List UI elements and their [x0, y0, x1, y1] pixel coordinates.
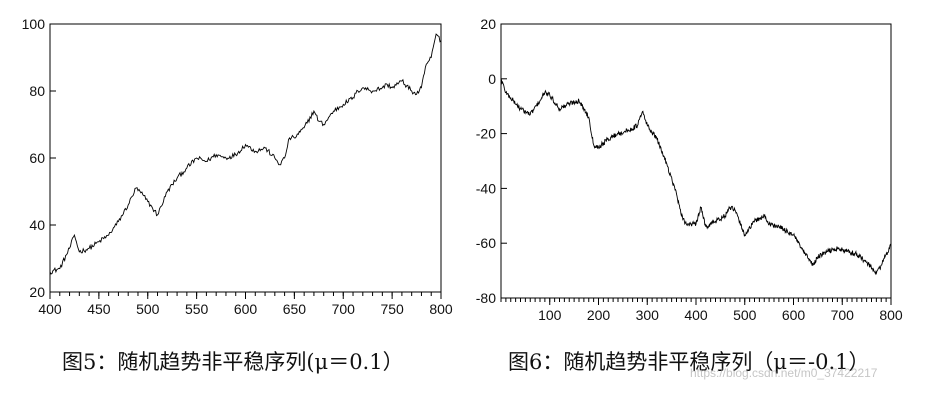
chart-fig5: 20 40 60 80 100 400 450 500 550 600 650 700 750 800 — [22, 16, 453, 317]
x-tick-label: 600 — [234, 301, 258, 317]
x-tick-label: 550 — [185, 301, 209, 317]
y-tick-label: -60 — [476, 235, 496, 251]
y-tick-label: 0 — [488, 71, 496, 87]
x-tick-label: 200 — [587, 307, 611, 323]
x-tick-label: 400 — [684, 307, 708, 323]
x-tick-label: 400 — [38, 301, 62, 317]
y-tick-label: 40 — [29, 217, 45, 233]
y-tick-label: -20 — [476, 126, 496, 142]
x-tick-label: 750 — [380, 301, 404, 317]
plot-frame-1 — [49, 23, 442, 293]
watermark: https://blog.csdn.net/m0_37422217 — [690, 366, 878, 380]
x-tick-label: 500 — [136, 301, 160, 317]
x-tick-label: 500 — [733, 307, 757, 323]
series-line-1 — [49, 33, 442, 275]
y-tick-label: 100 — [22, 16, 46, 32]
x-tick-label: 800 — [429, 301, 453, 317]
caption-fig5: 图5：随机趋势非平稳序列(μ＝0.1） — [62, 350, 404, 374]
x-tick-label: 600 — [782, 307, 806, 323]
x-tick-label: 700 — [332, 301, 356, 317]
y-tick-label: 60 — [29, 150, 45, 166]
x-tick-label: 450 — [87, 301, 111, 317]
charts-canvas: 20 40 60 80 100 400 450 500 550 600 650 700 750 800 2… — [22, 16, 903, 323]
x-tick-label: 800 — [879, 307, 903, 323]
y-tick-label: -40 — [476, 180, 496, 196]
y-tick-label: 20 — [29, 284, 45, 300]
x-tick-label: 700 — [831, 307, 855, 323]
x-tick-label: 100 — [538, 307, 562, 323]
y-tick-label: 80 — [29, 83, 45, 99]
y-tick-label: -80 — [476, 290, 496, 306]
x-tick-label: 650 — [283, 301, 307, 317]
series-line-2 — [500, 78, 892, 276]
caption-fig6: 图6：随机趋势非平稳序列（μ＝-0.1） — [508, 350, 870, 374]
y-tick-label: 20 — [480, 16, 496, 32]
plot-frame-2 — [500, 23, 892, 299]
x-tick-label: 300 — [636, 307, 660, 323]
